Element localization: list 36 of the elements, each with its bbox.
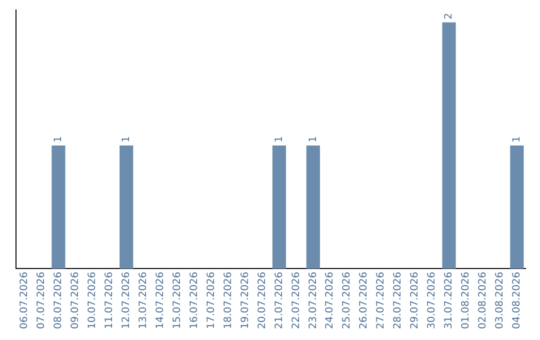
x-tick-label: 04.08.2026: [512, 272, 523, 330]
x-tick-label: 20.07.2026: [256, 272, 268, 330]
x-tick-label: 09.07.2026: [70, 272, 82, 330]
data-label: 1: [512, 136, 523, 143]
x-tick-label: 22.07.2026: [290, 272, 302, 330]
x-tick-label: 16.07.2026: [188, 272, 200, 330]
x-tick-label: 19.07.2026: [240, 272, 251, 330]
x-tick-label: 11.07.2026: [104, 272, 115, 330]
x-tick-label: 17.07.2026: [206, 272, 217, 330]
x-tick-label: 24.07.2026: [324, 272, 336, 330]
data-label: 1: [120, 136, 132, 143]
x-tick-label: 23.07.2026: [308, 272, 319, 330]
x-tick-label: 10.07.2026: [87, 272, 98, 330]
x-tick-label: 08.07.2026: [53, 272, 64, 330]
x-tick-label: 01.08.2026: [460, 272, 472, 330]
x-tick-label: 12.07.2026: [120, 272, 132, 330]
x-tick-label: 28.07.2026: [392, 272, 404, 330]
x-tick-label: 14.07.2026: [154, 272, 166, 330]
x-tick-label: 25.07.2026: [342, 272, 353, 330]
x-tick-label: 26.07.2026: [358, 272, 370, 330]
x-tick-label: 18.07.2026: [222, 272, 234, 330]
x-tick-label: 31.07.2026: [444, 272, 455, 330]
x-tick-label: 15.07.2026: [172, 272, 183, 330]
x-tick-label: 02.08.2026: [478, 272, 489, 330]
x-tick-label: 29.07.2026: [410, 272, 421, 330]
x-tick-label: 03.08.2026: [494, 272, 506, 330]
data-label: 1: [274, 136, 285, 143]
data-label: 1: [308, 136, 319, 143]
x-tick-label: 13.07.2026: [138, 272, 149, 330]
data-label: 1: [53, 136, 64, 143]
data-label: 2: [444, 12, 455, 20]
x-tick-label: 07.07.2026: [36, 272, 48, 330]
x-tick-label: 06.07.2026: [19, 272, 30, 330]
x-tick-label: 21.07.2026: [274, 272, 285, 330]
x-tick-label: 30.07.2026: [426, 272, 438, 330]
x-tick-label: 27.07.2026: [376, 272, 387, 330]
